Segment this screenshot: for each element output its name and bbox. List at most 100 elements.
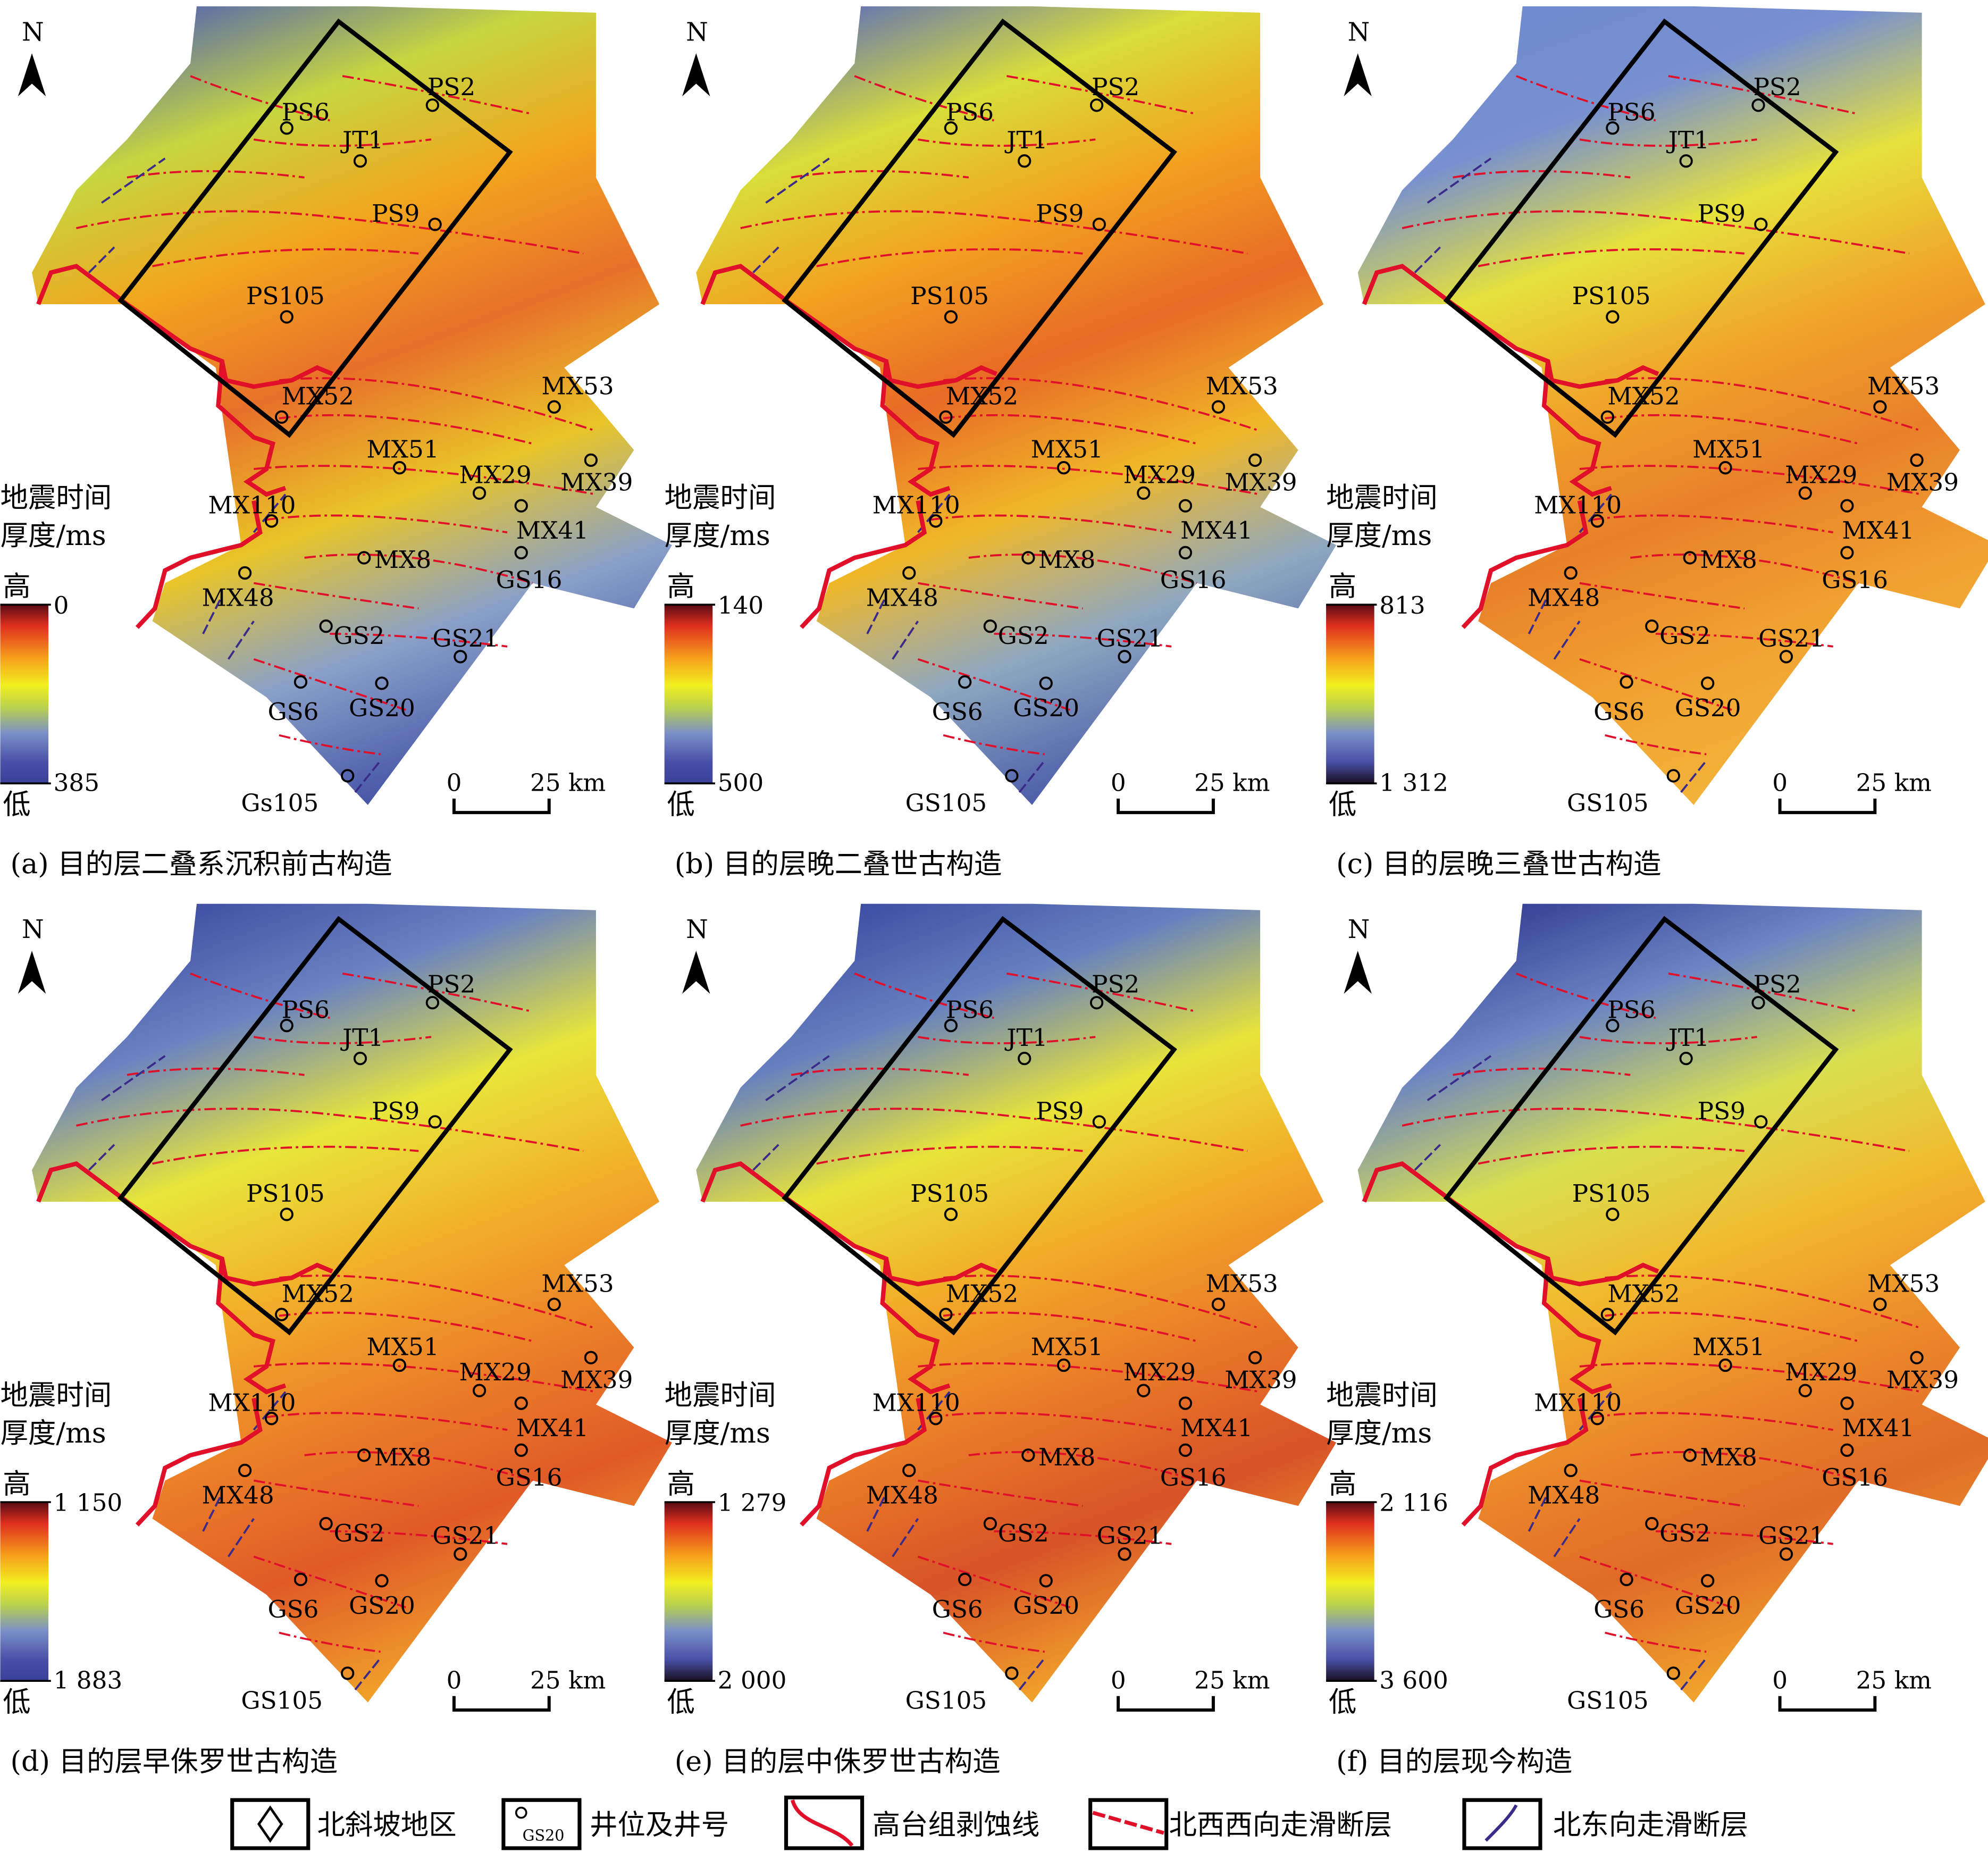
well-label: GS6: [267, 1595, 318, 1623]
well-label: JT1: [1004, 1024, 1047, 1052]
legend-title: 地震时间: [1326, 1379, 1438, 1411]
well-marker: [341, 769, 355, 783]
legend-erosion-swatch: [784, 1795, 865, 1850]
nww-strike-slip-fault: [968, 1451, 1197, 1482]
well-label: MX39: [1224, 468, 1297, 497]
well-label: MX52: [282, 382, 354, 410]
well-marker: [1840, 499, 1854, 513]
well-marker: [584, 453, 598, 467]
colorbar-bottom-value: 3 600: [1379, 1666, 1448, 1694]
nww-strike-slip-fault: [791, 170, 969, 179]
well-label: GS2: [998, 622, 1049, 650]
nww-strike-slip-fault: [943, 377, 1261, 432]
well-marker: [1840, 1443, 1854, 1457]
well-label: GS16: [496, 566, 563, 594]
nww-strike-slip-fault: [1592, 514, 1834, 534]
colorbar-low-label: 低: [3, 1686, 30, 1718]
well-label: GS21: [432, 1522, 499, 1550]
well-marker: [1211, 400, 1226, 414]
colorbar: [1326, 1502, 1374, 1681]
well-label: MX53: [1206, 372, 1278, 400]
colorbar-low-label: 低: [3, 789, 30, 821]
nww-strike-slip-fault: [253, 1479, 419, 1507]
legend-title: 地震时间: [0, 482, 112, 514]
well-label: MX48: [202, 584, 274, 612]
well-label: GS20: [349, 1591, 415, 1620]
nww-strike-slip-fault: [1453, 1067, 1631, 1076]
erosion-line: [36, 264, 333, 629]
scale-bar: [452, 1696, 551, 1712]
well-label: MX51: [1692, 435, 1765, 464]
well-marker: [1910, 453, 1924, 467]
well-label: MX8: [374, 546, 431, 574]
nww-strike-slip-fault: [190, 75, 330, 122]
well-marker: [425, 996, 440, 1010]
ne-strike-slip-fault: [227, 1518, 255, 1557]
panel-caption: (b) 目的层晚二叠世古构造: [675, 848, 1002, 881]
well-marker: [1056, 1358, 1071, 1372]
well-label: PS9: [1698, 199, 1746, 228]
well-label: MX51: [1692, 1333, 1765, 1361]
well-label: MX52: [282, 1279, 354, 1308]
well-label: PS2: [1754, 73, 1801, 101]
well-label: MX51: [1031, 1333, 1103, 1361]
well-marker: [341, 1666, 355, 1680]
legend-nww-swatch: [1088, 1798, 1169, 1850]
panel-caption: (c) 目的层晚三叠世古构造: [1336, 848, 1661, 881]
erosion-line: [1362, 1161, 1659, 1527]
well-label: JT1: [1004, 126, 1047, 154]
well-label: GS20: [349, 694, 415, 722]
well-label: MX53: [1867, 1269, 1940, 1297]
thickness-map: [1357, 903, 1988, 1703]
colorbar-high-label: 高: [667, 570, 694, 602]
well-label: GS21: [1097, 1522, 1163, 1550]
well-label: MX29: [459, 1358, 531, 1386]
nww-strike-slip-fault: [330, 633, 508, 648]
nww-strike-slip-fault: [279, 1311, 533, 1343]
well-marker: [1873, 400, 1887, 414]
well-marker: [319, 619, 333, 633]
colorbar-bottom-value: 1 883: [54, 1666, 123, 1694]
nww-strike-slip-fault: [854, 973, 994, 1019]
scale-label: 25 km: [530, 1666, 606, 1694]
well-label: MX39: [560, 468, 633, 497]
north-label: N: [1348, 18, 1370, 47]
well-label: MX39: [1886, 1365, 1959, 1394]
well-label: PS9: [1036, 199, 1084, 228]
ne-strike-slip-fault: [1427, 1055, 1492, 1101]
well-marker: [958, 1572, 972, 1587]
well-label: PS105: [910, 282, 989, 310]
ne-strike-slip-fault: [354, 760, 382, 793]
well-marker: [264, 1412, 279, 1426]
scale-zero: 0: [1111, 769, 1126, 797]
legend-nww-fault-label: 北西西向走滑断层: [1169, 1809, 1392, 1841]
nww-strike-slip-fault: [279, 1631, 381, 1653]
well-label: MX48: [202, 1481, 274, 1509]
well-label: MX39: [1886, 468, 1959, 497]
nww-strike-slip-fault: [1579, 1479, 1745, 1507]
well-marker: [353, 1051, 367, 1066]
nww-strike-slip-fault: [968, 554, 1197, 584]
well-label: MX52: [946, 1279, 1018, 1308]
well-label: MX29: [1785, 460, 1857, 489]
ne-strike-slip-fault: [765, 1055, 830, 1101]
north-arrow-icon: [18, 53, 46, 97]
erosion-line: [700, 1161, 997, 1527]
well-marker: [280, 1208, 293, 1221]
ne-strike-slip-fault: [866, 1493, 887, 1532]
well-marker: [514, 1443, 528, 1457]
well-marker: [1018, 154, 1031, 168]
well-label: PS2: [427, 970, 475, 999]
well-label: MX29: [1123, 1358, 1196, 1386]
nww-strike-slip-fault: [1605, 734, 1707, 756]
nww-strike-slip-fault: [1402, 1108, 1910, 1152]
nww-strike-slip-fault: [253, 658, 406, 711]
well-label: PS105: [1572, 282, 1651, 310]
well-marker: [1840, 1396, 1854, 1410]
well-label: GS21: [1758, 624, 1825, 652]
nww-strike-slip-fault: [943, 1311, 1197, 1343]
nww-strike-slip-fault: [740, 210, 1248, 255]
legend-title: 厚度/ms: [0, 1417, 106, 1449]
legend-title: 厚度/ms: [1326, 1417, 1432, 1449]
nww-strike-slip-fault: [918, 138, 1096, 147]
